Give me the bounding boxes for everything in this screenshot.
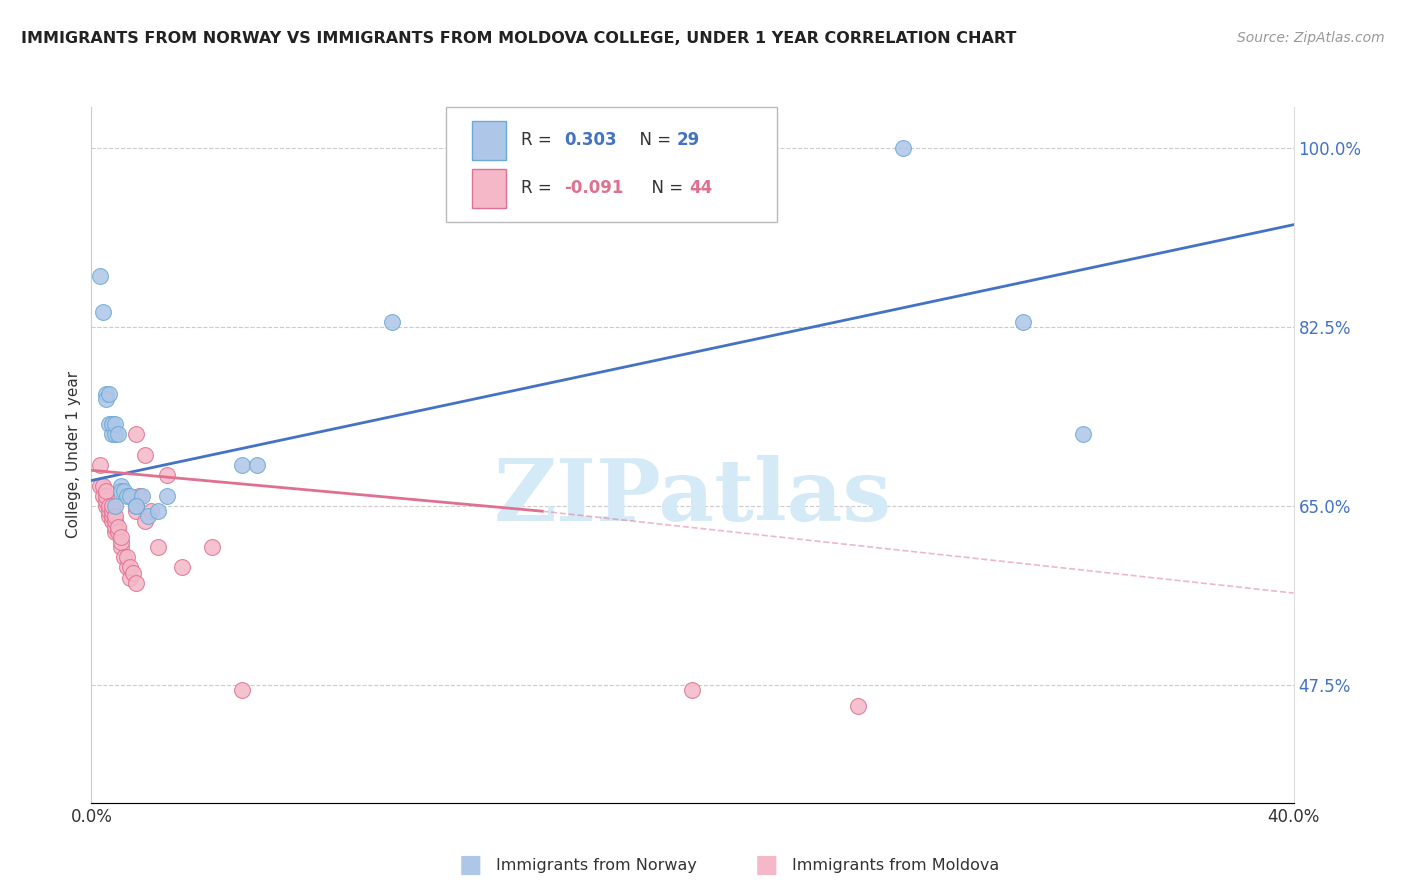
Point xyxy=(125,575,148,590)
Point xyxy=(1071,427,1094,442)
Point xyxy=(117,560,139,574)
Point xyxy=(101,515,124,529)
Point xyxy=(117,489,139,503)
Point xyxy=(110,534,132,549)
Text: R =: R = xyxy=(520,131,557,150)
Point xyxy=(110,483,132,498)
FancyBboxPatch shape xyxy=(446,107,776,222)
Point xyxy=(96,483,118,498)
Point xyxy=(101,427,124,442)
Text: 0.303: 0.303 xyxy=(564,131,616,150)
Point xyxy=(104,519,127,533)
Text: N =: N = xyxy=(628,131,676,150)
Text: Immigrants from Moldova: Immigrants from Moldova xyxy=(792,858,998,872)
Point xyxy=(104,427,127,442)
Point xyxy=(107,519,129,533)
Text: ■: ■ xyxy=(755,854,778,877)
Point xyxy=(120,489,142,503)
Point xyxy=(89,478,111,492)
Point xyxy=(96,386,118,401)
Point xyxy=(101,504,124,518)
Point xyxy=(104,515,127,529)
Text: Source: ZipAtlas.com: Source: ZipAtlas.com xyxy=(1237,31,1385,45)
Point xyxy=(110,540,132,554)
Point xyxy=(107,524,129,539)
Text: ■: ■ xyxy=(460,854,482,877)
Point xyxy=(114,550,136,565)
Point xyxy=(117,550,139,565)
Point xyxy=(110,530,132,544)
Point xyxy=(98,499,121,513)
Point xyxy=(93,478,115,492)
Point xyxy=(846,698,869,713)
Point xyxy=(138,509,160,524)
Point xyxy=(110,478,132,492)
Point xyxy=(681,683,703,698)
Text: 29: 29 xyxy=(676,131,700,150)
Point xyxy=(1012,315,1035,329)
Point xyxy=(146,504,169,518)
Point xyxy=(98,417,121,432)
Point xyxy=(246,458,269,472)
Point xyxy=(155,489,177,503)
Point xyxy=(134,515,156,529)
Point xyxy=(231,683,253,698)
Point xyxy=(141,504,163,518)
Point xyxy=(381,315,404,329)
Point xyxy=(107,427,129,442)
Point xyxy=(146,540,169,554)
Point xyxy=(96,392,118,406)
Point xyxy=(89,458,111,472)
Point xyxy=(96,494,118,508)
Point xyxy=(125,504,148,518)
Point xyxy=(96,489,118,503)
Point xyxy=(231,458,253,472)
Y-axis label: College, Under 1 year: College, Under 1 year xyxy=(66,371,82,539)
Point xyxy=(114,483,136,498)
Text: Immigrants from Norway: Immigrants from Norway xyxy=(496,858,697,872)
Point xyxy=(104,499,127,513)
Text: ZIPatlas: ZIPatlas xyxy=(494,455,891,539)
Point xyxy=(101,417,124,432)
Point xyxy=(134,448,156,462)
Point xyxy=(131,489,153,503)
Point xyxy=(125,499,148,513)
Point xyxy=(101,509,124,524)
Point xyxy=(201,540,224,554)
Text: -0.091: -0.091 xyxy=(564,179,623,197)
Point xyxy=(104,524,127,539)
Bar xyxy=(472,121,506,160)
Point xyxy=(98,386,121,401)
Text: R =: R = xyxy=(520,179,557,197)
Point xyxy=(89,268,111,283)
Point xyxy=(101,499,124,513)
Bar xyxy=(472,169,506,208)
Point xyxy=(104,509,127,524)
Point xyxy=(125,427,148,442)
Point xyxy=(98,504,121,518)
Point xyxy=(104,417,127,432)
Point xyxy=(98,509,121,524)
Point xyxy=(125,499,148,513)
Point xyxy=(96,499,118,513)
Point xyxy=(891,141,914,155)
Text: 44: 44 xyxy=(689,179,711,197)
Point xyxy=(122,566,145,580)
Text: N =: N = xyxy=(641,179,688,197)
Point xyxy=(120,571,142,585)
Text: IMMIGRANTS FROM NORWAY VS IMMIGRANTS FROM MOLDOVA COLLEGE, UNDER 1 YEAR CORRELAT: IMMIGRANTS FROM NORWAY VS IMMIGRANTS FRO… xyxy=(21,31,1017,46)
Point xyxy=(93,489,115,503)
Point xyxy=(128,489,150,503)
Point xyxy=(120,560,142,574)
Point xyxy=(170,560,193,574)
Point xyxy=(93,304,115,318)
Point xyxy=(155,468,177,483)
